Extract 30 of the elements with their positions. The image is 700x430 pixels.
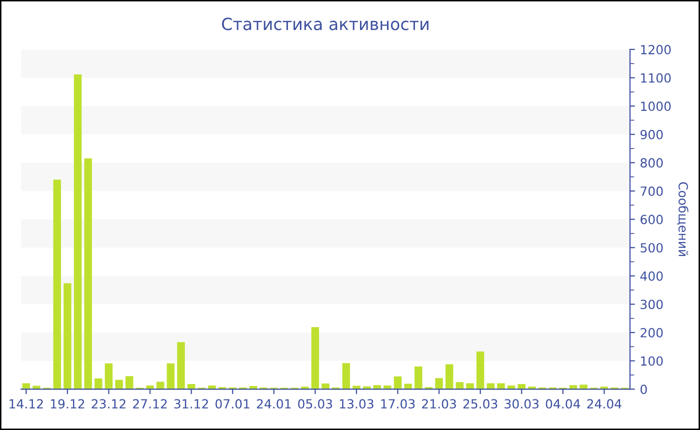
x-tick-label: 19.12: [50, 399, 84, 409]
x-tick-label: 30.03: [504, 399, 539, 409]
x-tick-label: 21.03: [422, 399, 456, 409]
x-tick-label: 13.03: [340, 399, 374, 409]
y-tick-label: 1100: [641, 73, 671, 83]
y-tick-label: 0: [640, 384, 647, 394]
x-tick-label: 25.03: [463, 399, 498, 409]
chart-title: Статистика активности: [222, 18, 428, 30]
x-tick-label: 14.12: [10, 399, 43, 408]
y-tick-label: 900: [640, 130, 663, 140]
x-tick-label: 07.01: [216, 399, 250, 409]
y-tick-label: 1200: [641, 44, 671, 54]
x-tick-label: 05.03: [298, 399, 332, 409]
y-tick-label: 200: [640, 328, 663, 338]
x-tick-label: 27.12: [133, 399, 167, 408]
y-axis-title: Сообщений: [676, 182, 688, 256]
x-tick-label: 04.04: [546, 399, 580, 409]
y-tick-label: 100: [641, 356, 663, 366]
y-tick-label: 700: [640, 186, 663, 196]
y-tick-label: 800: [640, 158, 663, 168]
y-tick-label: 600: [640, 214, 663, 224]
x-tick-label: 31.12: [174, 399, 208, 409]
x-tick-label: 24.04: [587, 399, 622, 409]
y-tick-label: 1000: [641, 102, 671, 111]
x-tick-label: 23.12: [92, 399, 126, 409]
x-tick-label: 24.01: [256, 399, 291, 409]
y-tick-label: 400: [640, 271, 663, 281]
y-tick-label: 300: [640, 300, 663, 310]
y-tick-label: 500: [640, 243, 663, 253]
x-tick-label: 17.03: [381, 399, 415, 409]
